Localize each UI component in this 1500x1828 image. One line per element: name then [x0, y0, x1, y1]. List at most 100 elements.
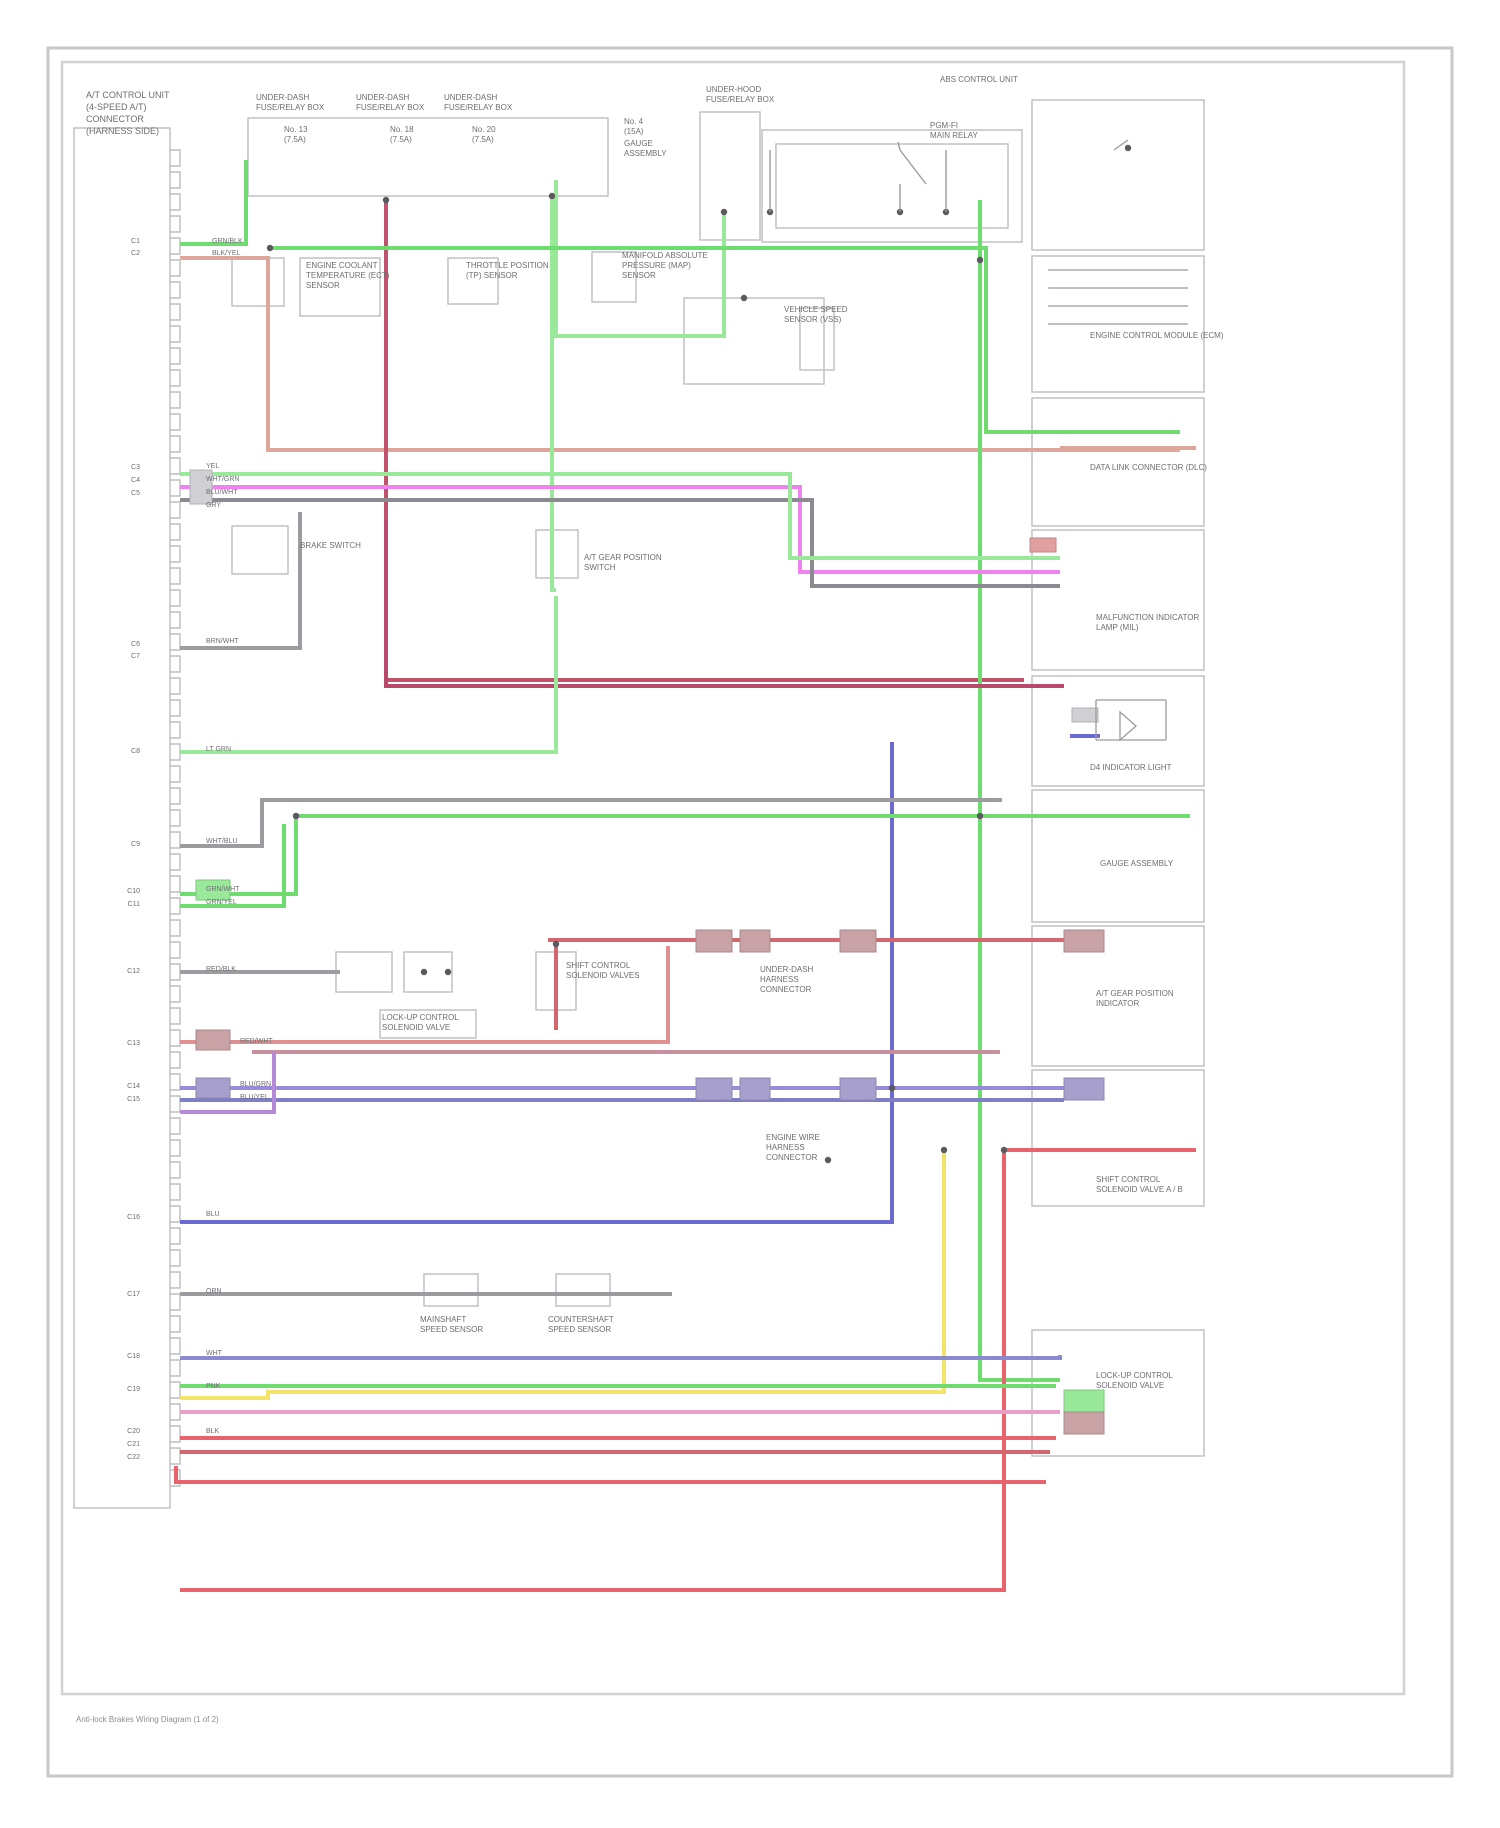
abs-control-unit-box — [1031, 99, 1205, 251]
mod-shiftctrl-line1: SOLENOID VALVE A / B — [1096, 1185, 1183, 1194]
right-module-d4 — [1031, 675, 1205, 787]
wire-label-2: YEL — [206, 463, 219, 470]
comp-gauge-line1: ASSEMBLY — [624, 149, 667, 158]
comp-map-line0: MANIFOLD ABSOLUTE — [622, 251, 708, 260]
comp-main-relay-line0: PGM-FI — [930, 121, 958, 130]
wire-brn-wht — [180, 512, 302, 650]
wire-red-lockup — [180, 946, 670, 1044]
pin-ref-13: C14 — [127, 1083, 140, 1090]
mod-atgear-line1: INDICATOR — [1096, 999, 1139, 1008]
mod-ecm-line0: ENGINE CONTROL MODULE (ECM) — [1090, 331, 1224, 340]
wire-red-bottom3 — [174, 1466, 1046, 1484]
mod-lockup-line1: SOLENOID VALVE — [1096, 1381, 1164, 1390]
wire-label-17: WHT — [206, 1350, 223, 1357]
wire-label-7: LT GRN — [206, 746, 231, 753]
comp-c402-line0: ENGINE WIRE — [766, 1133, 820, 1142]
fuse-20-line1: (7.5A) — [472, 135, 494, 144]
wire-yellow-long — [180, 1150, 946, 1400]
wire-label-13: BLU/GRN — [240, 1081, 271, 1088]
comp-mainshaft-line1: SPEED SENSOR — [420, 1325, 483, 1334]
pin-ref-11: C12 — [127, 968, 140, 975]
under-dash-fuse-box-1 — [247, 117, 609, 197]
comp-map-line1: PRESSURE (MAP) — [622, 261, 691, 270]
comp-shiftsol-line0: SHIFT CONTROL — [566, 961, 631, 970]
comp-countershaft-line1: SPEED SENSOR — [548, 1325, 611, 1334]
wire-label-19: BLK — [206, 1428, 220, 1435]
pin-ref-16: C17 — [127, 1291, 140, 1298]
wire-label-0: GRN/BLK — [212, 238, 243, 245]
diagram-inner-frame — [60, 60, 1406, 1696]
comp-c402-line1: HARNESS — [766, 1143, 805, 1152]
diagram-outer-frame — [46, 46, 1454, 1778]
mod-gauge-line0: GAUGE ASSEMBLY — [1100, 859, 1174, 868]
pin-ref-9: C10 — [127, 888, 140, 895]
comp-lockup-line1: SOLENOID VALVE — [382, 1023, 450, 1032]
comp-gauge-line0: GAUGE — [624, 139, 653, 148]
fuse-4-line0: No. 4 — [624, 117, 644, 126]
inline-connector-blocks — [189, 469, 1105, 1435]
wire-label-6: BRN/WHT — [206, 638, 239, 645]
wire-label-3: WHT/GRN — [206, 476, 239, 483]
wire-label-12: RED/WHT — [240, 1038, 273, 1045]
right-module-shift-ctrl — [1031, 1069, 1205, 1207]
relay-internals — [769, 141, 947, 212]
comp-c402-line2: CONNECTOR — [766, 1153, 818, 1162]
wire-ltgrn-run — [550, 196, 556, 592]
mod-mil-line0: MALFUNCTION INDICATOR — [1096, 613, 1199, 622]
mod-lockup-line0: LOCK-UP CONTROL — [1096, 1371, 1173, 1380]
tp-sensor-body — [447, 257, 499, 305]
comp-mainshaft-line0: MAINSHAFT — [420, 1315, 466, 1324]
fuse-13-line0: No. 13 — [284, 125, 308, 134]
pin-ref-4: C5 — [131, 490, 140, 497]
wire-green-gauge-left2 — [180, 824, 286, 908]
pin-ref-15: C16 — [127, 1214, 140, 1221]
comp-shiftsol-line1: SOLENOID VALVES — [566, 971, 640, 980]
gauge-assembly-box — [683, 297, 825, 385]
fuse-box-1-line0: UNDER-DASH — [256, 93, 310, 102]
pin-ref-19: C20 — [127, 1428, 140, 1435]
under-hood-fuse-box — [699, 111, 761, 241]
fuse-18-line1: (7.5A) — [390, 135, 412, 144]
conn-left-bus — [189, 469, 213, 505]
pin-ref-1: C2 — [131, 250, 140, 257]
right-module-dlc — [1031, 397, 1205, 527]
comp-gear-sw-line1: SWITCH — [584, 563, 616, 572]
comp-abs-ctrl-line0: ABS CONTROL UNIT — [940, 75, 1018, 84]
mod-mil-line1: LAMP (MIL) — [1096, 623, 1139, 632]
pin-ref-21: C22 — [127, 1454, 140, 1461]
wire-red-long-bottom — [180, 1150, 1006, 1592]
wire-ltgrn-bus — [180, 472, 1060, 560]
wire-gray-long — [180, 798, 1002, 848]
comp-tps-line0: THROTTLE POSITION — [466, 261, 549, 270]
text-layer: A/T CONTROL UNIT (4-SPEED A/T) CONNECTOR… — [76, 75, 1224, 1724]
dlc-internals — [1095, 699, 1167, 742]
mod-shiftctrl-line0: SHIFT CONTROL — [1096, 1175, 1161, 1184]
c402-right — [839, 1077, 877, 1101]
comp-vss-line1: SENSOR (VSS) — [784, 315, 842, 324]
wire-label-16: ORN — [206, 1288, 222, 1295]
pin-ref-3: C4 — [131, 477, 140, 484]
wire-label-8: WHT/BLU — [206, 838, 238, 845]
pin-ref-10: C11 — [128, 901, 140, 908]
pin-ref-0: C1 — [131, 238, 140, 245]
gear-position-switch-body — [535, 529, 579, 579]
right-module-mil — [1031, 529, 1205, 671]
c401-right — [839, 929, 877, 953]
connector-header-1: (4-SPEED A/T) — [86, 102, 147, 112]
structural-lines — [73, 99, 1205, 1509]
conn-left-red — [195, 1029, 231, 1051]
speedometer-box — [799, 307, 835, 371]
fuse-4-line1: (15A) — [624, 127, 644, 136]
pin-ref-14: C15 — [127, 1096, 140, 1103]
c402-left — [695, 1077, 733, 1101]
conn-left-violet — [195, 1077, 231, 1099]
pin-ref-18: C19 — [127, 1386, 140, 1393]
at-control-unit-connector — [73, 127, 171, 1509]
wire-label-18: PNK — [206, 1383, 221, 1390]
comp-c401-line1: HARNESS — [760, 975, 799, 984]
right-module-lockup — [1031, 1329, 1205, 1457]
wire-label-10: GRN/YEL — [206, 899, 237, 906]
pin-ref-6: C7 — [131, 653, 140, 660]
